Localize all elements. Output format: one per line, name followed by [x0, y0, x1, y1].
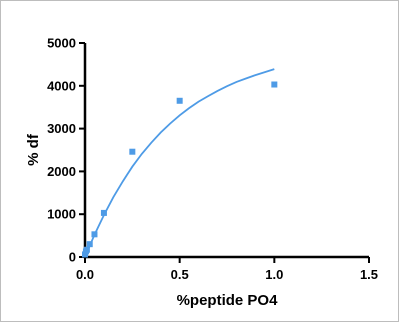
y-tick-label: 5000: [47, 36, 76, 51]
x-tick-label: 0.0: [76, 267, 94, 282]
fit-curve: [84, 68, 275, 258]
y-tick-label: 4000: [47, 78, 76, 93]
data-point: [176, 97, 183, 104]
x-tick-label: 0.5: [171, 267, 189, 282]
data-point: [271, 81, 278, 88]
y-tick-label: 0: [69, 250, 76, 265]
y-tick-label: 2000: [47, 164, 76, 179]
x-tick-label: 1.5: [360, 267, 378, 282]
x-axis-ticks: 0.0 0.5 1.0 1.5: [76, 257, 378, 282]
x-axis-title: %peptide PO4: [177, 292, 279, 309]
data-point: [100, 209, 107, 216]
data-point: [86, 241, 93, 248]
data-point: [129, 148, 136, 155]
y-tick-label: 3000: [47, 121, 76, 136]
x-tick-label: 1.0: [265, 267, 283, 282]
y-axis-title: % df: [25, 133, 42, 166]
data-point: [83, 246, 90, 253]
y-axis-ticks: 0 1000 2000 3000 4000 5000: [47, 36, 85, 265]
y-tick-label: 1000: [47, 207, 76, 222]
data-point: [91, 231, 98, 238]
data-points: [82, 81, 278, 258]
